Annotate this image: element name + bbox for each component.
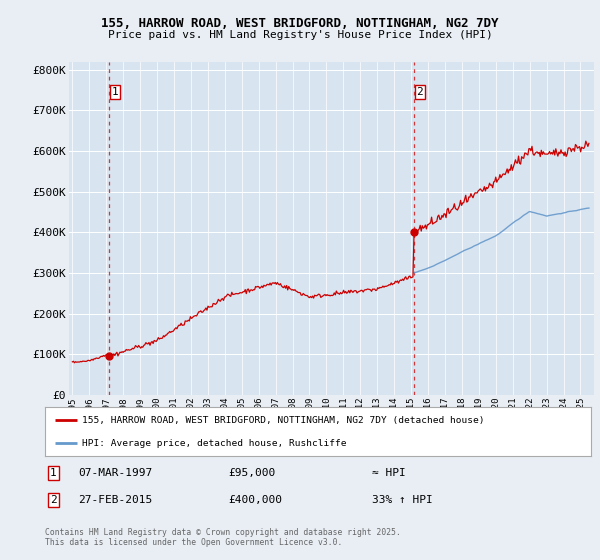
Text: £400,000: £400,000: [228, 494, 282, 505]
Text: 2: 2: [416, 87, 423, 97]
Text: 07-MAR-1997: 07-MAR-1997: [78, 468, 152, 478]
Text: 155, HARROW ROAD, WEST BRIDGFORD, NOTTINGHAM, NG2 7DY: 155, HARROW ROAD, WEST BRIDGFORD, NOTTIN…: [101, 17, 499, 30]
Text: ≈ HPI: ≈ HPI: [372, 468, 406, 478]
Text: 27-FEB-2015: 27-FEB-2015: [78, 494, 152, 505]
Text: Price paid vs. HM Land Registry's House Price Index (HPI): Price paid vs. HM Land Registry's House …: [107, 30, 493, 40]
Text: £95,000: £95,000: [228, 468, 275, 478]
Text: 1: 1: [50, 468, 56, 478]
Text: Contains HM Land Registry data © Crown copyright and database right 2025.
This d: Contains HM Land Registry data © Crown c…: [45, 528, 401, 547]
Text: 155, HARROW ROAD, WEST BRIDGFORD, NOTTINGHAM, NG2 7DY (detached house): 155, HARROW ROAD, WEST BRIDGFORD, NOTTIN…: [82, 416, 485, 425]
Text: 1: 1: [112, 87, 119, 97]
Text: 33% ↑ HPI: 33% ↑ HPI: [372, 494, 433, 505]
Text: 2: 2: [50, 494, 56, 505]
Text: HPI: Average price, detached house, Rushcliffe: HPI: Average price, detached house, Rush…: [82, 438, 347, 447]
